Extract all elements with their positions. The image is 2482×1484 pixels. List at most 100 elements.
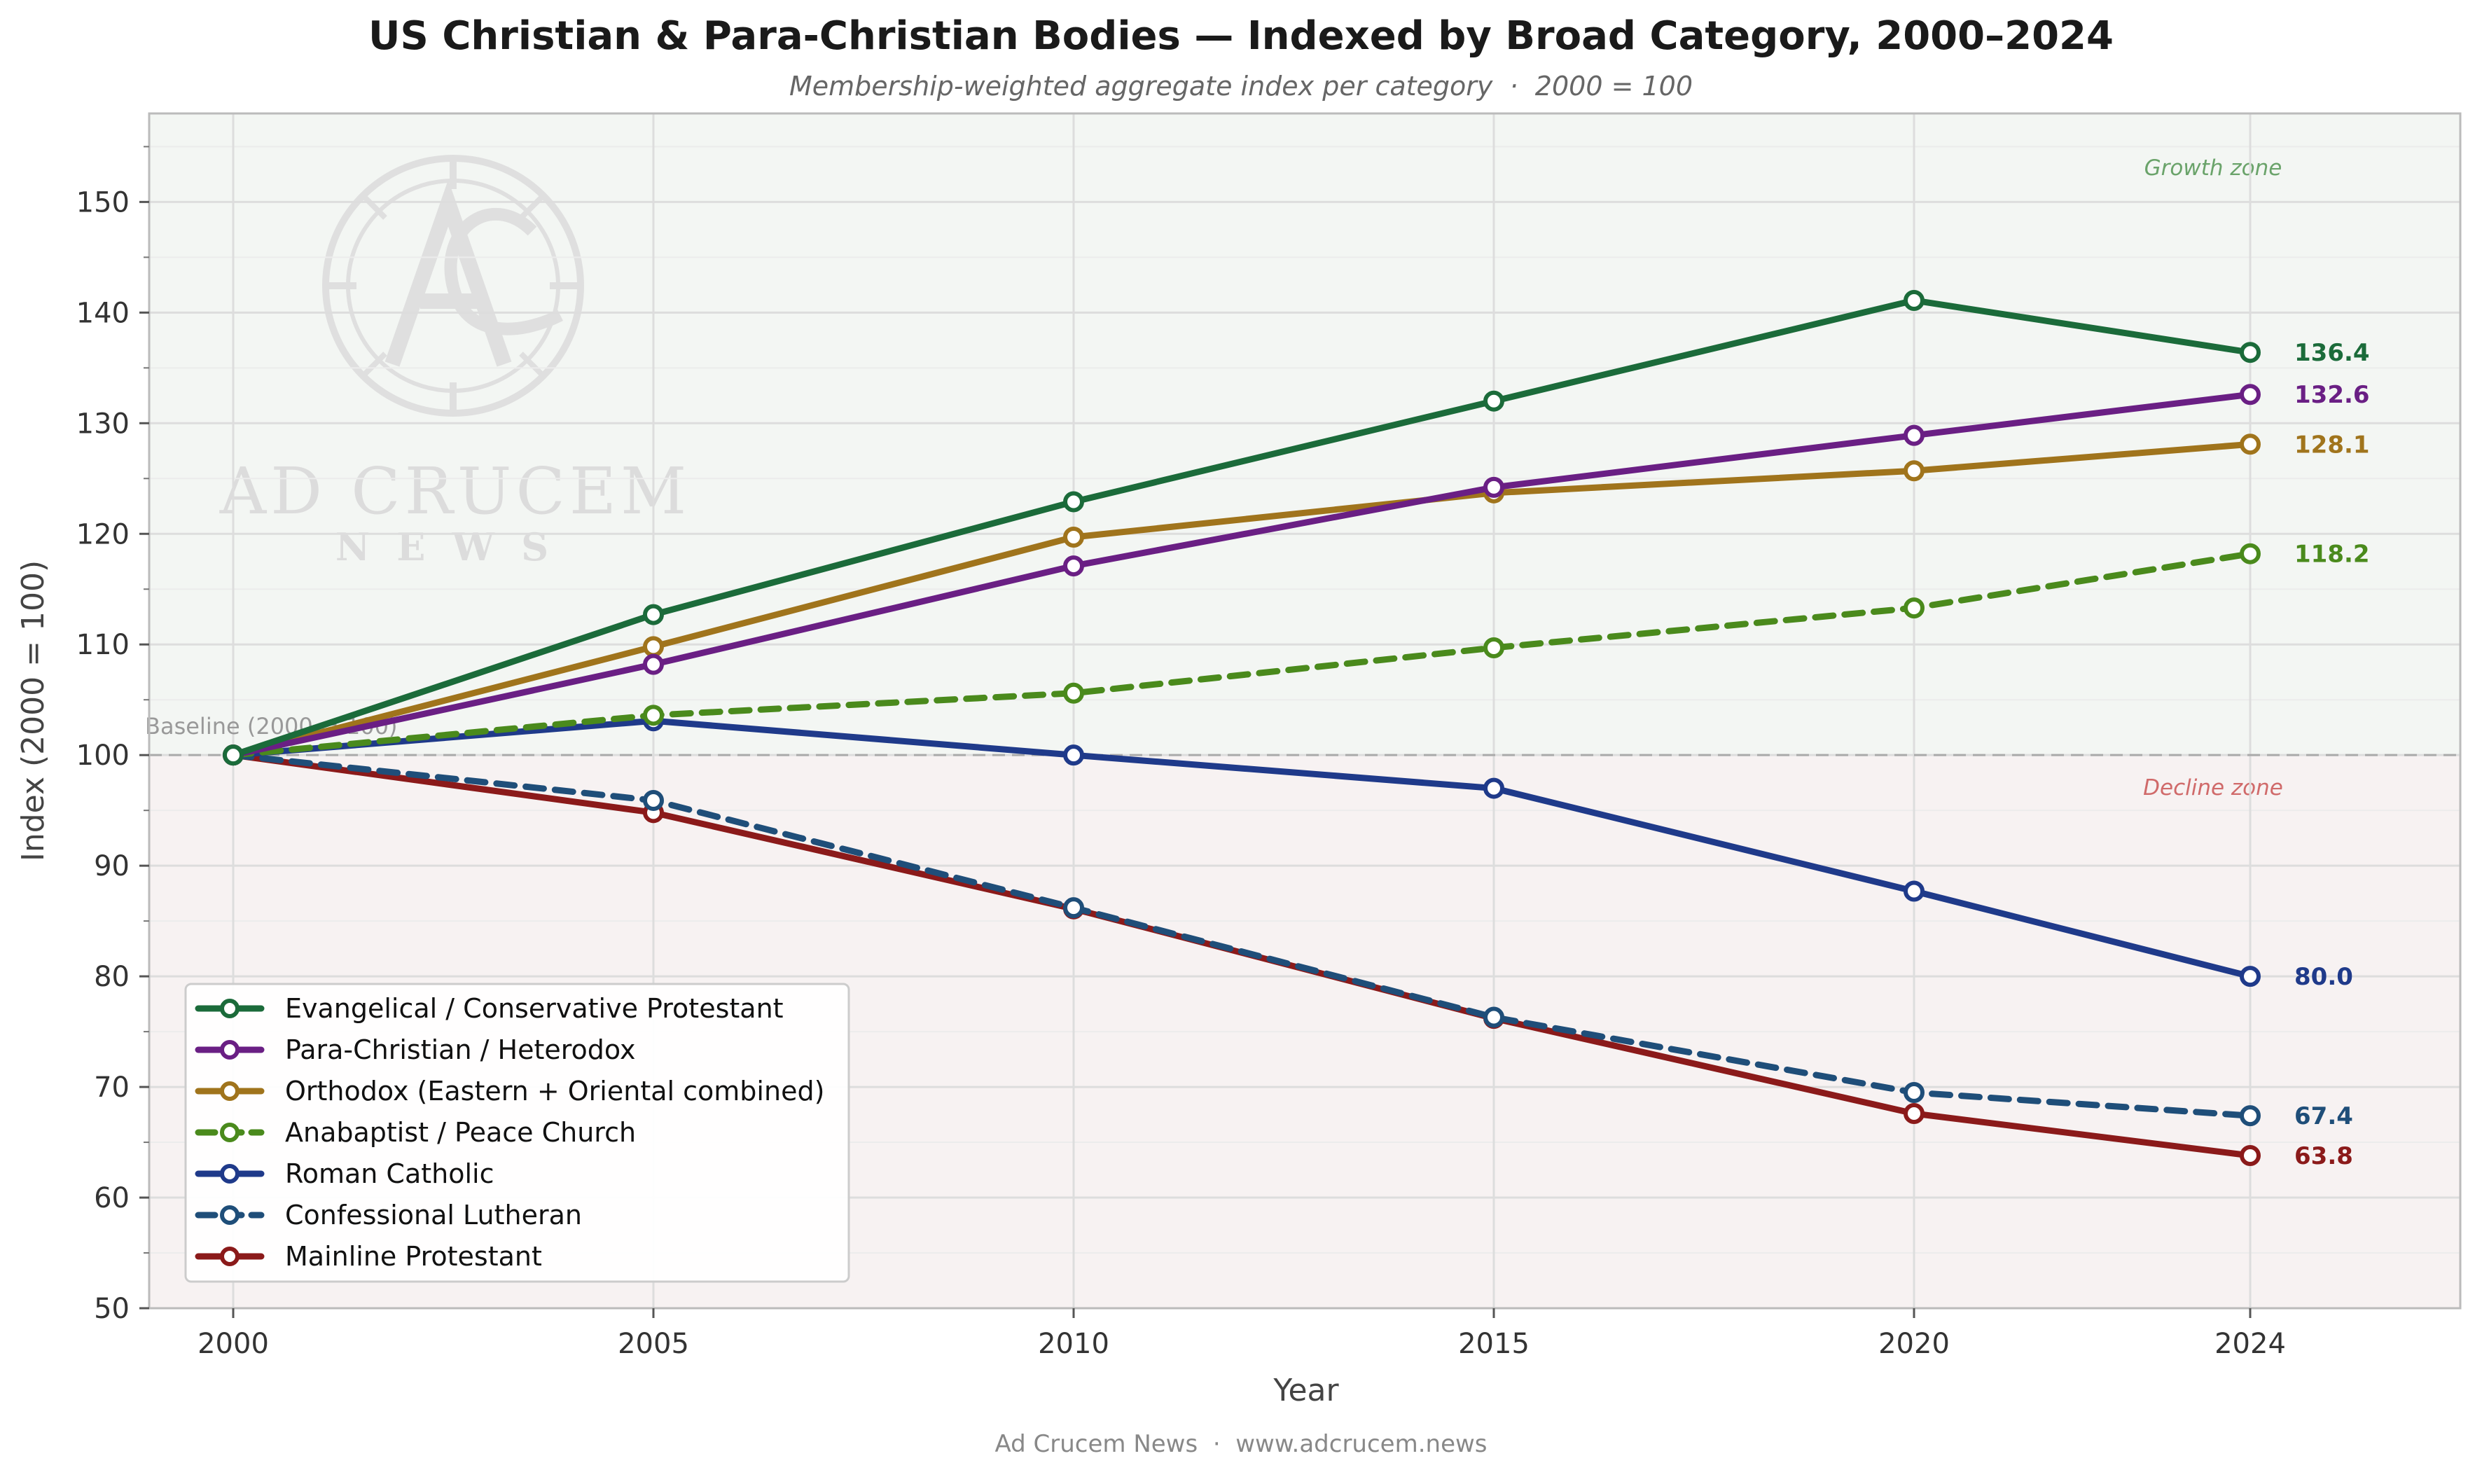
data-point xyxy=(2240,384,2261,405)
series-line xyxy=(230,751,2254,1119)
end-value-label: 118.2 xyxy=(2294,541,2370,569)
data-point xyxy=(1904,289,1925,311)
legend-label: Orthodox (Eastern + Oriental combined) xyxy=(285,1076,824,1107)
legend-swatch-marker xyxy=(220,1247,240,1266)
chart-title: US Christian & Para-Christian Bodies — I… xyxy=(368,13,2114,59)
series-line xyxy=(230,391,2254,758)
data-point xyxy=(1483,777,1504,799)
y-axis-label: Index (2000 = 100) xyxy=(15,560,51,861)
legend-label: Mainline Protestant xyxy=(285,1241,542,1272)
data-point xyxy=(1483,476,1504,498)
series-0 xyxy=(223,289,2261,766)
y-tick-label: 140 xyxy=(76,297,130,329)
legend-swatch-marker xyxy=(220,1081,240,1101)
legend-item: Orthodox (Eastern + Oriental combined) xyxy=(195,1076,824,1107)
end-value-label: 67.4 xyxy=(2294,1102,2353,1130)
series-5 xyxy=(223,744,2261,1127)
data-point xyxy=(643,653,664,675)
data-point xyxy=(2240,966,2261,987)
legend-swatch-marker xyxy=(220,1164,240,1184)
data-point xyxy=(1904,597,1925,619)
y-tick-label: 100 xyxy=(76,740,130,772)
y-tick-label: 130 xyxy=(76,408,130,440)
series-line xyxy=(230,717,2254,980)
legend-swatch-marker xyxy=(220,1040,240,1060)
decline-zone-label: Decline zone xyxy=(2143,775,2283,800)
data-point xyxy=(1904,880,1925,902)
legend-label: Evangelical / Conservative Protestant xyxy=(285,993,784,1024)
y-tick-label: 60 xyxy=(94,1182,130,1214)
chart-subtitle: Membership-weighted aggregate index per … xyxy=(789,71,1693,102)
legend-swatch-marker xyxy=(220,999,240,1018)
data-point xyxy=(2240,434,2261,455)
data-point xyxy=(1904,424,1925,446)
data-point xyxy=(1483,1006,1504,1028)
y-tick-label: 80 xyxy=(94,961,130,993)
y-tick-label: 90 xyxy=(94,850,130,882)
x-tick-label: 2000 xyxy=(197,1328,269,1360)
legend-label: Para-Christian / Heterodox xyxy=(285,1034,635,1065)
data-point xyxy=(1483,390,1504,412)
data-point xyxy=(643,636,664,658)
data-point xyxy=(1904,1102,1925,1124)
x-tick-label: 2005 xyxy=(618,1328,689,1360)
watermark-logo xyxy=(322,155,584,417)
legend-label: Confessional Lutheran xyxy=(285,1200,582,1230)
end-labels: 136.4 132.6 128.1 118.2 80.0 67.4 63.8 xyxy=(2294,339,2370,1170)
end-value-label: 63.8 xyxy=(2294,1142,2353,1170)
watermark-line1: AD CRUCEM xyxy=(219,454,691,529)
legend-item: Para-Christian / Heterodox xyxy=(195,1034,635,1065)
end-value-label: 136.4 xyxy=(2294,339,2370,367)
y-tick-label: 150 xyxy=(76,186,130,219)
y-tick-label: 50 xyxy=(94,1293,130,1325)
series-line xyxy=(230,297,2254,758)
end-value-label: 80.0 xyxy=(2294,963,2353,991)
data-point xyxy=(1904,1081,1925,1103)
growth-zone-label: Growth zone xyxy=(2144,155,2282,181)
data-point xyxy=(643,705,664,726)
series-line xyxy=(230,550,2254,758)
legend-label: Anabaptist / Peace Church xyxy=(285,1117,636,1148)
legend-item: Mainline Protestant xyxy=(195,1241,542,1272)
data-point xyxy=(1063,491,1084,513)
legend-swatch-marker xyxy=(220,1205,240,1225)
x-axis-label: Year xyxy=(1273,1373,1339,1408)
data-point xyxy=(1063,682,1084,704)
x-tick-label: 2024 xyxy=(2214,1328,2286,1360)
x-tick-label: 2015 xyxy=(1458,1328,1530,1360)
data-point xyxy=(1904,460,1925,482)
footer-credit: Ad Crucem News · www.adcrucem.news xyxy=(994,1430,1487,1458)
data-point xyxy=(1063,555,1084,577)
axes: 50 60 70 80 90 100 110 120 130 140 150 2000 2005 2010… xyxy=(76,146,2286,1360)
legend-swatch-marker xyxy=(220,1123,240,1142)
series-1 xyxy=(223,384,2261,766)
end-value-label: 128.1 xyxy=(2294,431,2370,459)
legend-item: Confessional Lutheran xyxy=(195,1200,582,1230)
data-point xyxy=(223,744,244,766)
x-tick-label: 2020 xyxy=(1878,1328,1950,1360)
data-point xyxy=(1483,637,1504,658)
end-value-label: 132.6 xyxy=(2294,381,2370,409)
legend-label: Roman Catholic xyxy=(285,1158,494,1189)
watermark-line2: NEWS xyxy=(335,525,575,569)
data-point xyxy=(643,789,664,811)
data-point xyxy=(1063,897,1084,919)
series-line xyxy=(230,441,2254,758)
y-tick-label: 120 xyxy=(76,518,130,550)
data-point xyxy=(2240,1105,2261,1127)
data-point xyxy=(2240,543,2261,564)
legend-box xyxy=(184,983,850,1283)
legend-item: Evangelical / Conservative Protestant xyxy=(195,993,784,1024)
data-point xyxy=(1063,744,1084,766)
x-tick-label: 2010 xyxy=(1038,1328,1109,1360)
legend: Evangelical / Conservative Protestant Par… xyxy=(184,983,850,1283)
y-tick-label: 110 xyxy=(76,629,130,661)
data-point xyxy=(2240,1145,2261,1167)
data-point xyxy=(1063,526,1084,548)
data-point xyxy=(2240,342,2261,363)
legend-item: Anabaptist / Peace Church xyxy=(195,1117,636,1148)
plot-frame xyxy=(148,112,2462,1310)
data-point xyxy=(643,604,664,625)
